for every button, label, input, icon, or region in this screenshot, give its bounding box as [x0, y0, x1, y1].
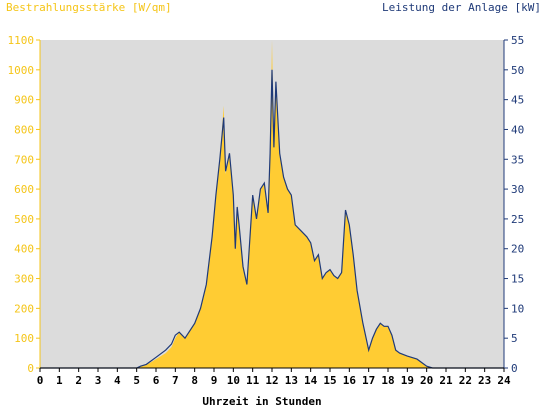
x-tick-label: 4	[114, 374, 121, 387]
right-tick-label: 30	[511, 183, 524, 196]
x-tick-label: 19	[401, 374, 414, 387]
x-tick-label: 20	[420, 374, 433, 387]
right-tick-label: 25	[511, 213, 524, 226]
x-axis-title: Uhrzeit in Stunden	[202, 395, 321, 408]
left-axis-title: Bestrahlungsstärke [W/qm]	[6, 1, 172, 14]
left-tick-label: 300	[14, 273, 34, 286]
x-tick-label: 8	[191, 374, 198, 387]
x-tick-label: 6	[153, 374, 160, 387]
left-tick-label: 1100	[8, 34, 35, 47]
left-tick-label: 200	[14, 302, 34, 315]
right-tick-label: 45	[511, 94, 524, 107]
irradiance-area	[40, 40, 504, 368]
x-tick-label: 22	[459, 374, 472, 387]
x-tick-label: 23	[478, 374, 491, 387]
right-tick-label: 40	[511, 123, 524, 136]
x-tick-label: 12	[265, 374, 278, 387]
x-tick-label: 14	[304, 374, 318, 387]
x-tick-label: 9	[211, 374, 218, 387]
right-tick-label: 35	[511, 153, 524, 166]
power-line	[40, 69, 504, 369]
right-tick-label: 50	[511, 64, 524, 77]
irradiance-area-layer	[40, 40, 504, 368]
x-tick-label: 10	[227, 374, 240, 387]
left-tick-label: 0	[27, 362, 34, 375]
left-tick-label: 400	[14, 243, 34, 256]
x-tick-label: 24	[497, 374, 511, 387]
x-tick-label: 16	[343, 374, 357, 387]
left-tick-label: 600	[14, 183, 34, 196]
left-tick-label: 500	[14, 213, 34, 226]
x-tick-label: 2	[75, 374, 82, 387]
x-tick-label: 1	[56, 374, 63, 387]
x-tick-label: 11	[246, 374, 260, 387]
x-tick-label: 0	[37, 374, 44, 387]
right-tick-label: 10	[511, 302, 524, 315]
x-tick-label: 18	[381, 374, 394, 387]
x-tick-label: 7	[172, 374, 179, 387]
x-tick-label: 5	[133, 374, 140, 387]
right-axis-title: Leistung der Anlage [kW]	[382, 1, 541, 14]
x-tick-label: 17	[362, 374, 375, 387]
x-tick-label: 3	[95, 374, 102, 387]
left-tick-label: 900	[14, 94, 34, 107]
right-tick-label: 55	[511, 34, 524, 47]
right-tick-label: 15	[511, 273, 524, 286]
right-tick-label: 20	[511, 243, 524, 256]
left-tick-label: 800	[14, 123, 34, 136]
x-tick-label: 21	[439, 374, 453, 387]
ticks-layer: 0100200300400500600700800900100011000510…	[8, 34, 525, 387]
left-tick-label: 100	[14, 332, 34, 345]
x-tick-label: 15	[323, 374, 336, 387]
right-tick-label: 5	[511, 332, 518, 345]
left-tick-label: 700	[14, 153, 34, 166]
power-line-layer	[40, 69, 504, 369]
x-tick-label: 13	[285, 374, 298, 387]
left-tick-label: 1000	[8, 64, 35, 77]
right-tick-label: 0	[511, 362, 518, 375]
